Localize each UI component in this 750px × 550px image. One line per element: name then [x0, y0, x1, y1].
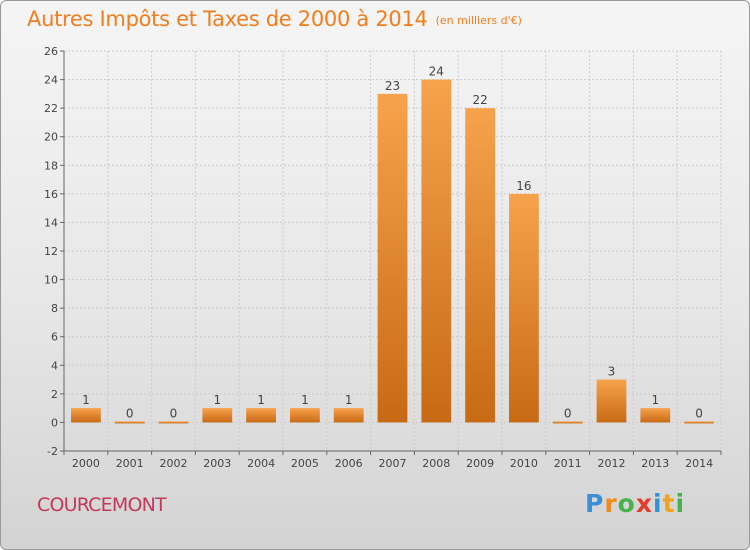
y-tick-label: 4	[51, 359, 58, 372]
x-tick-label-2001: 2001	[116, 457, 144, 470]
y-tick-label: 0	[51, 416, 58, 429]
logo-letter: r	[604, 489, 618, 518]
data-label-2006: 1	[345, 393, 353, 407]
y-tick-label: 18	[44, 159, 58, 172]
bar-2012	[596, 379, 627, 423]
x-tick-label-2011: 2011	[554, 457, 582, 470]
data-label-2002: 0	[170, 406, 178, 420]
x-tick-label-2012: 2012	[598, 457, 626, 470]
y-tick-label: 14	[44, 216, 58, 229]
x-tick-label-2002: 2002	[160, 457, 188, 470]
y-tick-label: 24	[44, 74, 58, 87]
bar-2013	[640, 408, 671, 423]
data-label-2011: 0	[564, 406, 572, 420]
y-tick-label: 6	[51, 331, 58, 344]
bar-2003	[202, 408, 233, 423]
proxiti-logo: Proxiti	[585, 489, 685, 518]
logo-letter: x	[635, 489, 653, 518]
y-tick-label: 12	[44, 245, 58, 258]
y-tick-label: 2	[51, 388, 58, 401]
x-tick-label-2008: 2008	[422, 457, 450, 470]
bar-2011	[552, 421, 583, 424]
logo-letter: o	[617, 489, 636, 518]
x-tick-label-2003: 2003	[203, 457, 231, 470]
x-tick-label-2004: 2004	[247, 457, 275, 470]
x-tick-label-2014: 2014	[685, 457, 713, 470]
y-tick-label: 8	[51, 302, 58, 315]
data-label-2010: 16	[516, 179, 531, 193]
chart-unit: (en milliers d'€)	[435, 14, 522, 27]
x-tick-label-2005: 2005	[291, 457, 319, 470]
bar-2009	[465, 108, 495, 423]
bar-2005	[290, 408, 320, 423]
bar-2006	[333, 408, 364, 423]
data-label-2007: 23	[385, 79, 400, 93]
data-label-2004: 1	[257, 393, 265, 407]
bar-layer: 1 0 0 1 1 1 1 23 24 22 16 0 3 1 0	[71, 65, 714, 424]
x-tick-label-2013: 2013	[641, 457, 669, 470]
data-label-2012: 3	[608, 365, 616, 379]
data-label-2005: 1	[301, 393, 309, 407]
bar-2004	[246, 408, 276, 423]
data-label-2000: 1	[82, 393, 90, 407]
x-tick-label-2006: 2006	[335, 457, 363, 470]
x-tick-label-2009: 2009	[466, 457, 494, 470]
data-label-2013: 1	[651, 393, 659, 407]
y-tick-label: 20	[44, 131, 58, 144]
x-tick-label-2007: 2007	[379, 457, 407, 470]
y-tick-label: 10	[44, 274, 58, 287]
bar-2014	[684, 421, 714, 424]
y-tick-label: 22	[44, 102, 58, 115]
bar-2000	[71, 408, 101, 423]
y-tick-label: 16	[44, 188, 58, 201]
data-label-2001: 0	[126, 406, 134, 420]
data-label-2009: 22	[472, 93, 487, 107]
logo-letter: i	[653, 489, 663, 518]
y-tick-label: -2	[47, 445, 58, 458]
bar-2010	[509, 193, 539, 423]
chart-title: Autres Impôts et Taxes de 2000 à 2014 (en…	[27, 7, 522, 31]
bar-2002	[158, 421, 189, 424]
bar-2008	[421, 79, 452, 423]
data-label-2014: 0	[695, 406, 703, 420]
x-tick-label-2000: 2000	[72, 457, 100, 470]
logo-letter: P	[585, 489, 605, 518]
bar-2001	[114, 421, 145, 424]
data-label-2008: 24	[429, 65, 444, 79]
bar-2007	[377, 93, 408, 423]
logo-letter: i	[675, 489, 686, 518]
town-name: COURCEMONT	[37, 494, 167, 516]
y-tick-label: 26	[44, 45, 58, 58]
x-tick-label-2010: 2010	[510, 457, 538, 470]
data-label-2003: 1	[213, 393, 221, 407]
logo-letter: t	[662, 489, 676, 518]
